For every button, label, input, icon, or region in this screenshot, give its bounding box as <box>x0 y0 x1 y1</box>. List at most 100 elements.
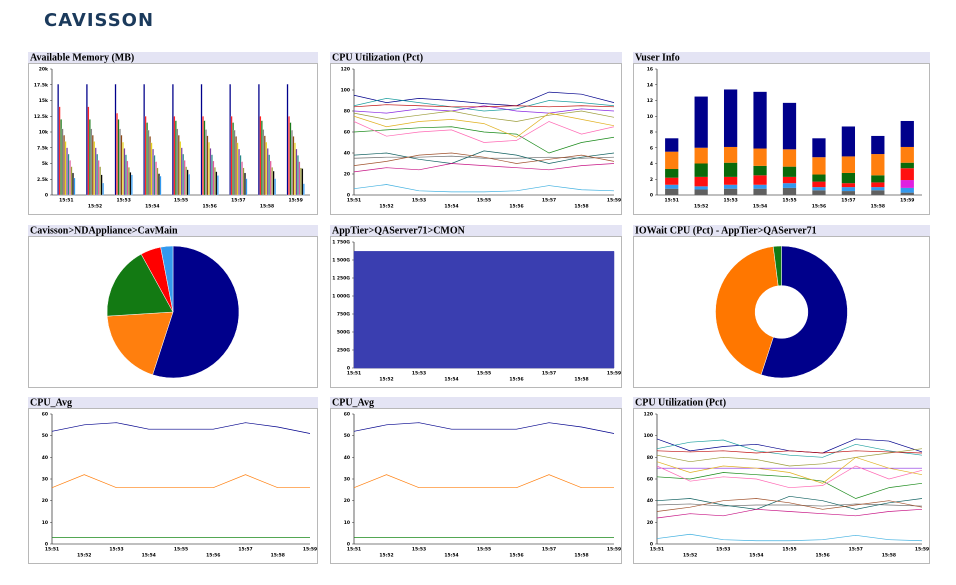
bar <box>129 172 132 196</box>
bar <box>90 128 93 196</box>
bar-segment <box>665 188 679 195</box>
y-tick-label: 1 500G <box>332 258 350 264</box>
y-tick-label: 2 <box>650 177 653 183</box>
line <box>656 498 923 512</box>
y-tick-label: 20k <box>39 67 49 73</box>
bar <box>97 160 100 196</box>
bar <box>102 182 104 196</box>
bar <box>295 148 298 196</box>
bar <box>114 84 117 196</box>
x-tick-label: 15:54 <box>145 204 159 210</box>
y-tick-label: 1 750G <box>332 240 350 246</box>
bar <box>182 153 185 196</box>
bar-segment <box>782 187 797 195</box>
bar <box>125 154 127 196</box>
bar <box>152 148 154 196</box>
bar-segment <box>782 102 797 150</box>
y-tick-label: 0 <box>45 542 48 548</box>
y-tick-label: 10 <box>647 114 653 120</box>
bar <box>158 173 160 196</box>
bar <box>126 160 129 196</box>
line <box>656 439 923 458</box>
y-tick-label: 20 <box>42 498 48 504</box>
bar <box>58 106 61 196</box>
bar <box>245 178 248 196</box>
bar <box>208 141 210 196</box>
bar <box>216 175 219 196</box>
bar <box>119 128 121 196</box>
y-tick-label: 60 <box>344 412 350 418</box>
y-tick-label: 15k <box>39 98 49 104</box>
y-tick-label: 80 <box>647 455 653 461</box>
x-tick-label: 15:56 <box>509 377 523 383</box>
x-tick-label: 15:53 <box>723 198 737 204</box>
y-tick-label: 60 <box>647 477 653 483</box>
bar <box>239 155 242 196</box>
bar-segment <box>694 147 708 164</box>
bar-segment <box>782 149 797 167</box>
x-tick-label: 15:58 <box>574 377 588 383</box>
line <box>353 152 615 166</box>
y-tick-label: 0 <box>347 193 350 199</box>
y-tick-label: 12.5k <box>34 114 49 120</box>
x-tick-label: 15:54 <box>753 204 767 210</box>
bar <box>205 129 207 196</box>
bar <box>176 128 179 196</box>
y-tick-label: 10 <box>42 520 48 526</box>
bar-segment <box>812 138 826 158</box>
y-tick-label: 40 <box>42 455 48 461</box>
bar <box>302 183 305 196</box>
bar <box>86 84 88 196</box>
bar <box>147 130 150 196</box>
bar <box>242 167 245 196</box>
bar-segment <box>665 177 679 185</box>
panel-title: Available Memory (MB) <box>30 52 134 63</box>
line <box>353 126 615 154</box>
bar <box>271 167 274 196</box>
x-tick-label: 15:54 <box>444 204 458 210</box>
y-tick-label: 4 <box>650 161 653 167</box>
y-tick-label: 750G <box>337 312 350 318</box>
bar <box>202 116 204 196</box>
bar <box>144 116 147 196</box>
bar <box>274 178 276 196</box>
bar-segment <box>812 187 826 191</box>
x-tick-label: 15:55 <box>477 198 491 204</box>
bar <box>174 120 177 196</box>
y-tick-label: 120 <box>341 67 350 73</box>
bar <box>268 154 271 196</box>
bar <box>214 167 216 196</box>
x-tick-label: 15:55 <box>477 547 491 553</box>
bar <box>100 174 103 196</box>
y-tick-label: 40 <box>344 151 350 157</box>
bar <box>150 142 153 196</box>
bar <box>289 122 292 196</box>
x-tick-label: 15:53 <box>412 371 426 377</box>
panel-title-bar <box>633 225 930 236</box>
line <box>656 450 923 454</box>
panel-title-bar <box>330 397 622 408</box>
y-tick-label: 12 <box>647 98 653 104</box>
y-tick-label: 1 000G <box>332 294 350 300</box>
panel-title: Cavisson>NDAppliance>CavMain <box>30 225 178 236</box>
bar-segment <box>723 176 738 185</box>
y-tick-label: 50 <box>344 433 350 439</box>
bar <box>159 176 162 196</box>
bar <box>122 141 124 196</box>
x-tick-label: 15:52 <box>379 553 393 559</box>
x-tick-label: 15:55 <box>174 198 188 204</box>
bar <box>200 84 203 196</box>
line <box>51 422 311 434</box>
bar-segment <box>841 126 856 157</box>
y-tick-label: 7.5k <box>37 145 49 151</box>
x-tick-label: 15:59 <box>607 371 621 377</box>
y-tick-label: 1 250G <box>332 276 350 282</box>
bar-segment <box>900 180 914 188</box>
bar <box>269 160 272 196</box>
bar <box>286 84 289 196</box>
bar-segment <box>812 190 826 195</box>
bar <box>130 174 133 196</box>
x-tick-label: 15:57 <box>231 198 245 204</box>
bar-segment <box>723 146 738 163</box>
